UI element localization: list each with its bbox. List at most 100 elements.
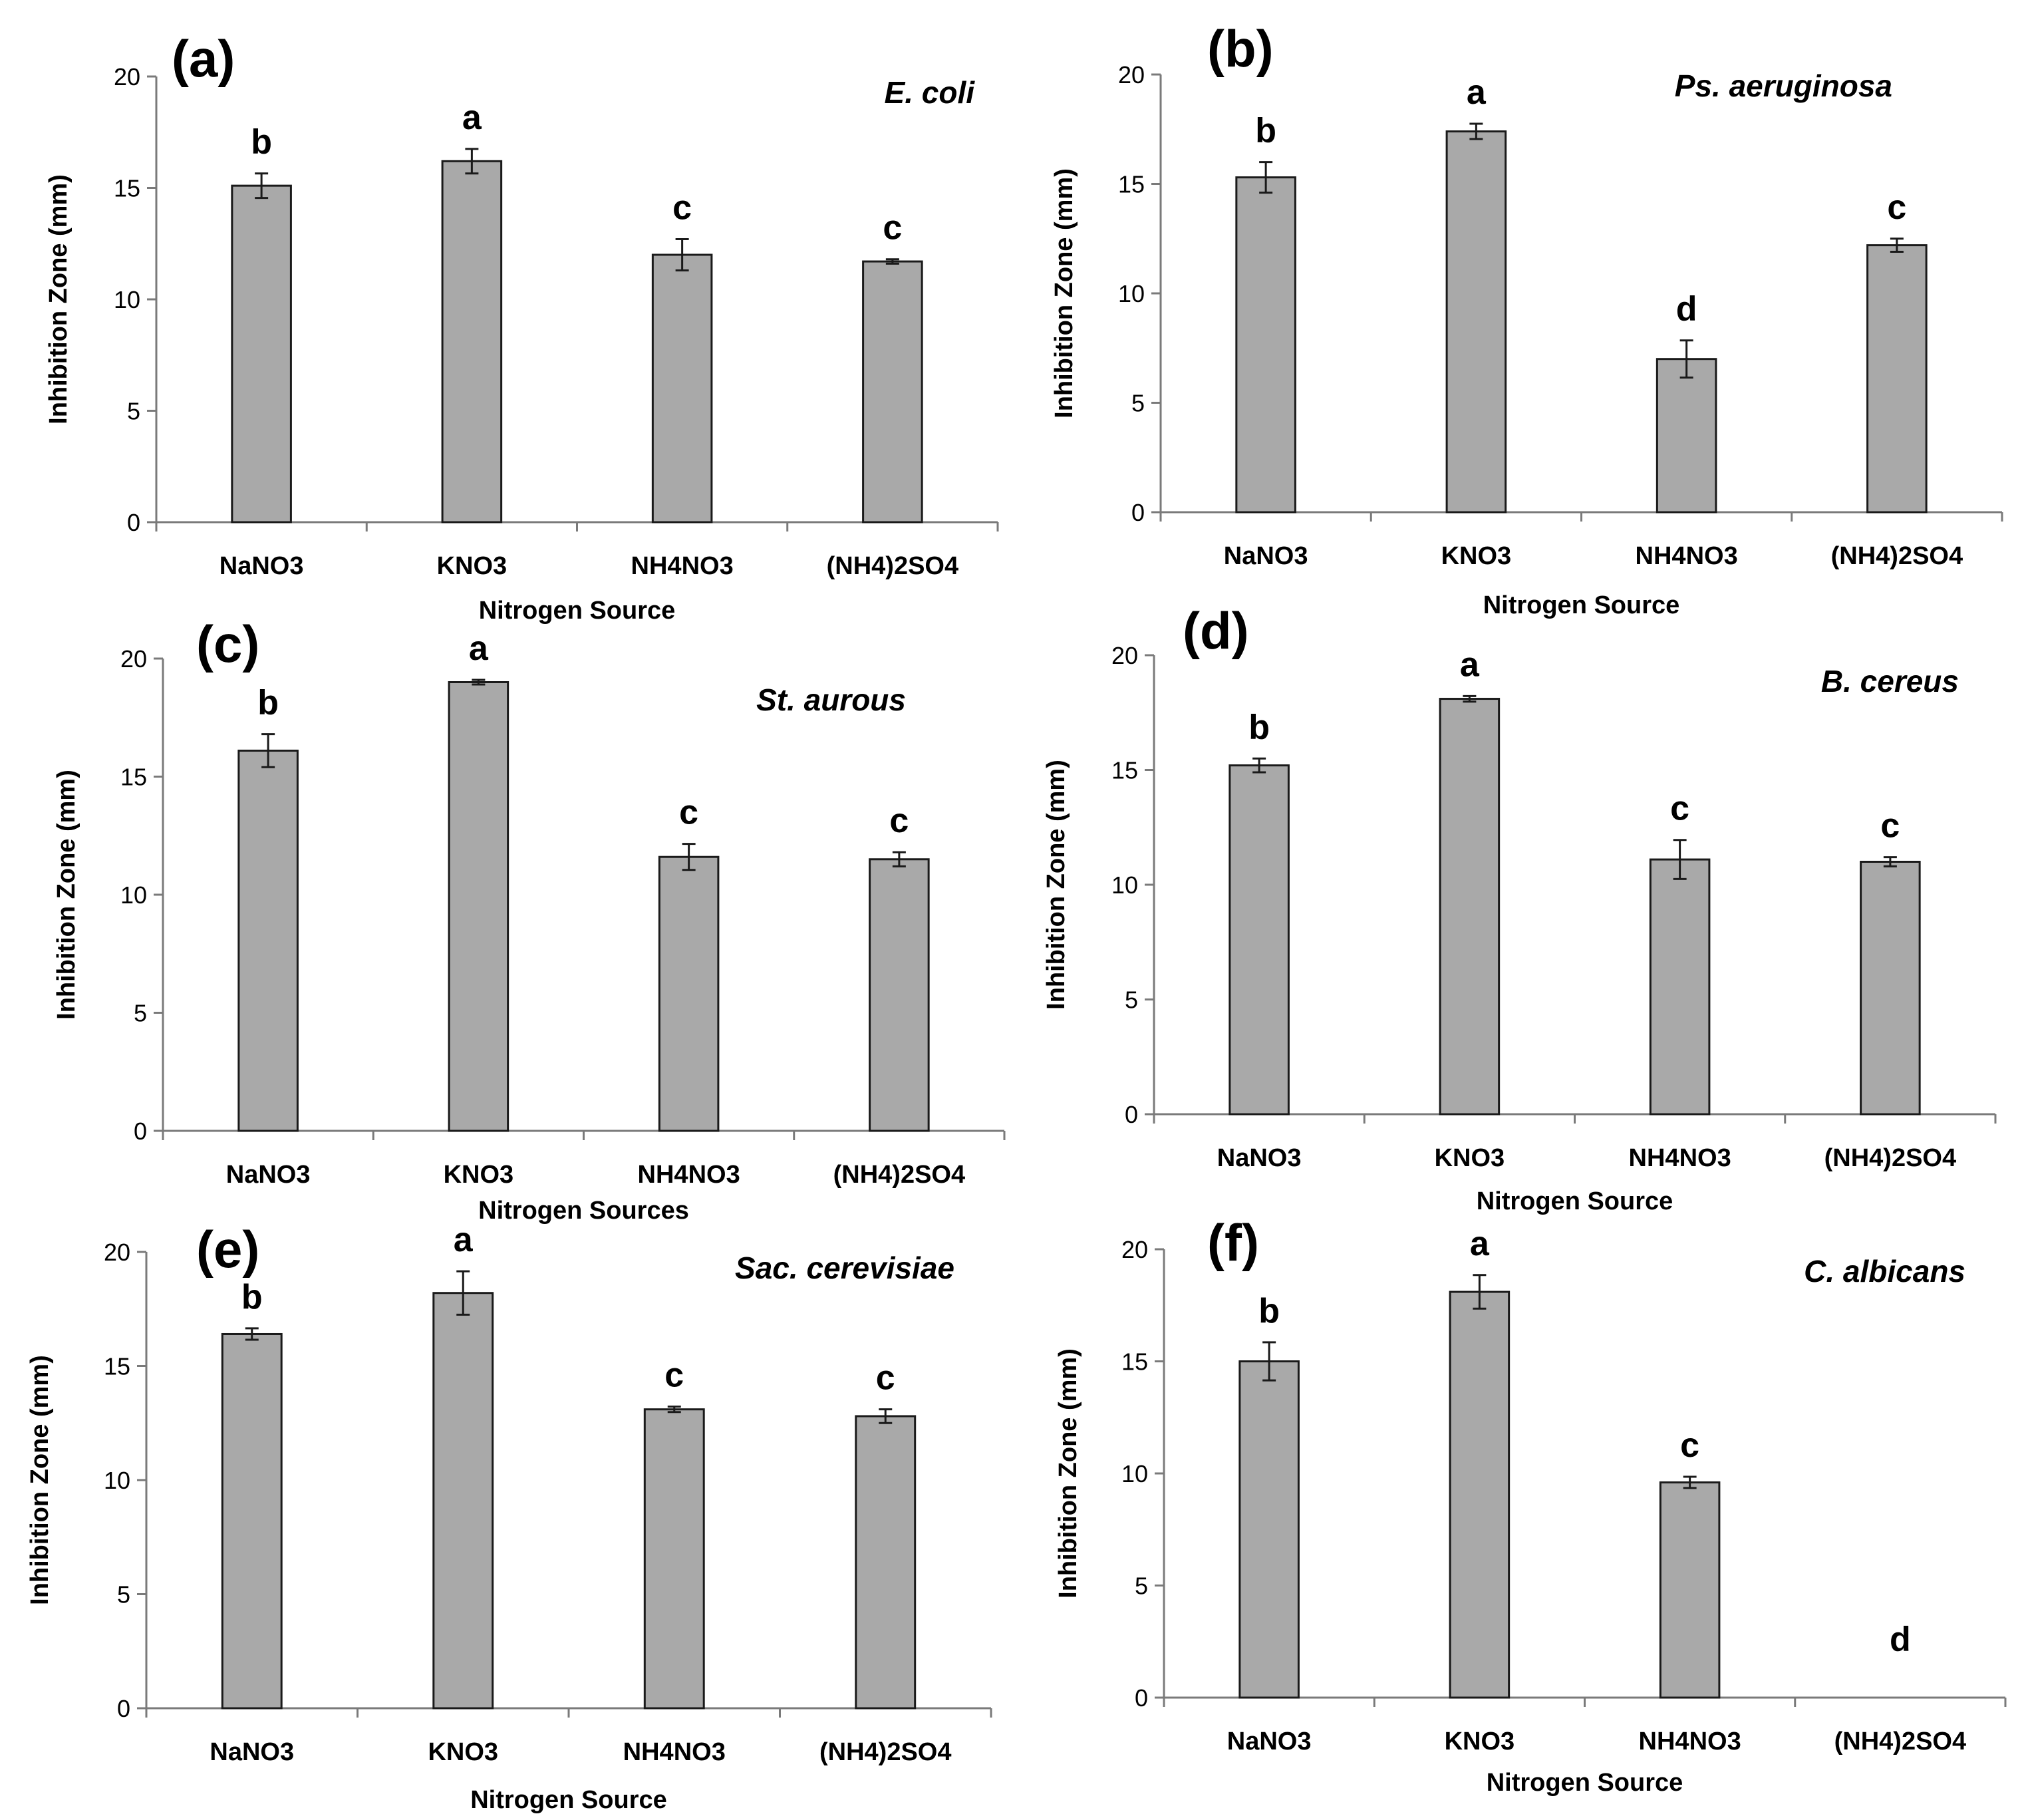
x-axis-title: Nitrogen Source <box>470 1786 667 1814</box>
bar-kno3 <box>1439 698 1501 1116</box>
bar-kno3 <box>441 160 503 524</box>
y-axis-title: Inhibition Zone (mm) <box>1054 1348 1082 1598</box>
y-axis-title: Inhibition Zone (mm) <box>53 770 80 1020</box>
bar-nano3 <box>1235 176 1296 514</box>
significance-letter: a <box>1460 645 1480 684</box>
significance-letter: b <box>1248 708 1270 746</box>
significance-letter: d <box>1890 1620 1911 1659</box>
y-tick-label: 15 <box>1121 1348 1148 1376</box>
x-tick-label: NaNO3 <box>1227 1728 1312 1755</box>
y-tick-label: 15 <box>114 175 140 202</box>
y-tick-label: 15 <box>1118 171 1145 198</box>
bar-kno3 <box>1445 130 1507 514</box>
y-tick-label: 15 <box>1111 757 1138 784</box>
y-tick-label: 15 <box>120 764 147 791</box>
x-tick-label: KNO3 <box>428 1738 498 1766</box>
significance-letter: c <box>889 802 909 840</box>
y-tick-label: 0 <box>1135 1684 1148 1712</box>
significance-letter: c <box>1680 1426 1699 1465</box>
bar-nh42so4 <box>1866 244 1928 514</box>
bar-nh4no3 <box>651 253 713 524</box>
significance-letter: a <box>1467 73 1487 112</box>
bar-nh4no3 <box>1659 1481 1721 1699</box>
bar-nano3 <box>237 749 299 1132</box>
x-tick-label: KNO3 <box>444 1161 514 1189</box>
y-tick-label: 20 <box>104 1239 130 1266</box>
bar-kno3 <box>448 681 509 1132</box>
x-tick-label: NaNO3 <box>1224 542 1308 570</box>
bar-nh4no3 <box>1656 358 1717 514</box>
bar-nh42so4 <box>855 1415 917 1710</box>
species-label: E. coli <box>885 75 976 110</box>
x-tick-label: KNO3 <box>437 552 507 580</box>
significance-letter: c <box>876 1359 895 1398</box>
significance-letter: b <box>1255 112 1276 150</box>
x-axis-title: Nitrogen Source <box>479 597 676 625</box>
x-axis-title: Nitrogen Source <box>1483 591 1680 619</box>
y-tick-label: 10 <box>104 1467 130 1494</box>
significance-letter: a <box>462 98 482 137</box>
x-tick-label: NaNO3 <box>226 1161 311 1189</box>
panel-label: (c) <box>196 615 259 673</box>
y-tick-label: 20 <box>114 63 140 90</box>
x-tick-label: (NH4)2SO4 <box>819 1738 952 1766</box>
panel-label: (d) <box>1183 601 1249 660</box>
y-tick-label: 0 <box>1125 1101 1138 1128</box>
significance-letter: c <box>1670 790 1689 828</box>
y-tick-label: 20 <box>1111 642 1138 669</box>
species-label: Sac. cerevisiae <box>735 1251 954 1285</box>
significance-letter: b <box>257 684 279 722</box>
y-tick-label: 0 <box>134 1118 147 1145</box>
x-tick-label: NH4NO3 <box>638 1161 740 1189</box>
x-tick-label: NH4NO3 <box>631 552 734 580</box>
species-label: Ps. aeruginosa <box>1675 69 1892 103</box>
x-tick-label: KNO3 <box>1441 542 1512 570</box>
y-tick-label: 10 <box>120 881 147 909</box>
y-tick-label: 20 <box>1118 61 1145 88</box>
significance-letter: a <box>469 629 489 668</box>
significance-letter: a <box>1470 1225 1490 1263</box>
species-label: B. cereus <box>1821 664 1959 698</box>
y-tick-label: 0 <box>117 1695 130 1722</box>
panel-label: (b) <box>1207 19 1274 78</box>
x-tick-label: NH4NO3 <box>623 1738 726 1766</box>
significance-letter: a <box>454 1221 474 1259</box>
y-axis-title: Inhibition Zone (mm) <box>45 174 72 424</box>
y-tick-label: 10 <box>1118 280 1145 307</box>
bar-nano3 <box>1228 764 1290 1116</box>
significance-letter: c <box>672 189 692 228</box>
y-tick-label: 5 <box>1131 390 1145 417</box>
panel-label: (a) <box>172 29 235 88</box>
significance-letter: c <box>883 209 902 247</box>
x-tick-label: (NH4)2SO4 <box>833 1161 966 1189</box>
bar-nh42so4 <box>1860 861 1921 1116</box>
bar-kno3 <box>432 1292 494 1710</box>
bar-nano3 <box>1238 1360 1300 1699</box>
significance-letter: c <box>1887 188 1906 227</box>
y-tick-label: 15 <box>104 1353 130 1380</box>
y-tick-label: 10 <box>1111 871 1138 899</box>
chart-panel-4: 0 5 10 15 20 b NaNO3 a KNO3 c NH4NO3 c (NH4)2SO4 (d) B… <box>1042 601 1997 1215</box>
x-tick-label: (NH4)2SO4 <box>1834 1728 1967 1755</box>
x-tick-label: KNO3 <box>1445 1728 1515 1755</box>
chart-panel-1: 0 5 10 15 20 b NaNO3 a KNO3 c NH4NO3 c (NH4)2SO4 (a) E… <box>45 29 999 625</box>
significance-letter: c <box>664 1356 684 1395</box>
y-tick-label: 5 <box>1135 1573 1148 1600</box>
x-tick-label: NH4NO3 <box>1629 1144 1731 1172</box>
significance-letter: b <box>251 123 272 162</box>
x-tick-label: KNO3 <box>1435 1144 1505 1172</box>
bar-nano3 <box>231 184 292 524</box>
y-tick-label: 10 <box>114 286 140 313</box>
y-axis-title: Inhibition Zone (mm) <box>1042 760 1070 1010</box>
bar-nh4no3 <box>643 1408 705 1710</box>
bar-nh42so4 <box>862 260 923 524</box>
chart-panel-2: 0 5 10 15 20 b NaNO3 a KNO3 d NH4NO3 c (NH4)2SO4 (b) P… <box>1050 19 2003 619</box>
bar-nano3 <box>221 1332 283 1710</box>
y-tick-label: 20 <box>1121 1236 1148 1263</box>
y-tick-label: 5 <box>134 1000 147 1027</box>
x-tick-label: NH4NO3 <box>1639 1728 1741 1755</box>
y-tick-label: 0 <box>127 509 140 536</box>
panel-label: (e) <box>196 1220 259 1279</box>
y-tick-label: 5 <box>117 1581 130 1608</box>
